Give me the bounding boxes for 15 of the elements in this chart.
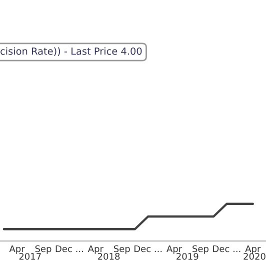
text: 2017 [19,252,41,260]
text: 2019 [176,252,198,260]
x-tick-label: Sep [192,245,208,254]
chart-title: cision Rate)) - Last Price 4.00 [0,47,142,56]
x-tick-label: Dec ... [213,245,240,252]
text: 2018 [98,252,120,260]
x-tick-label: Apr [88,245,104,254]
x-tick-label: Dec ... [56,245,83,252]
x-tick-label: Sep [35,245,52,254]
x-tick-label: Apr [166,245,182,254]
x-tick-label: Dec ... [134,245,162,252]
text: 2020 [244,252,266,260]
x-tick-label: Apr [245,245,261,254]
x-tick-label: Apr [9,245,25,254]
x-tick-label: Sep [114,245,130,254]
